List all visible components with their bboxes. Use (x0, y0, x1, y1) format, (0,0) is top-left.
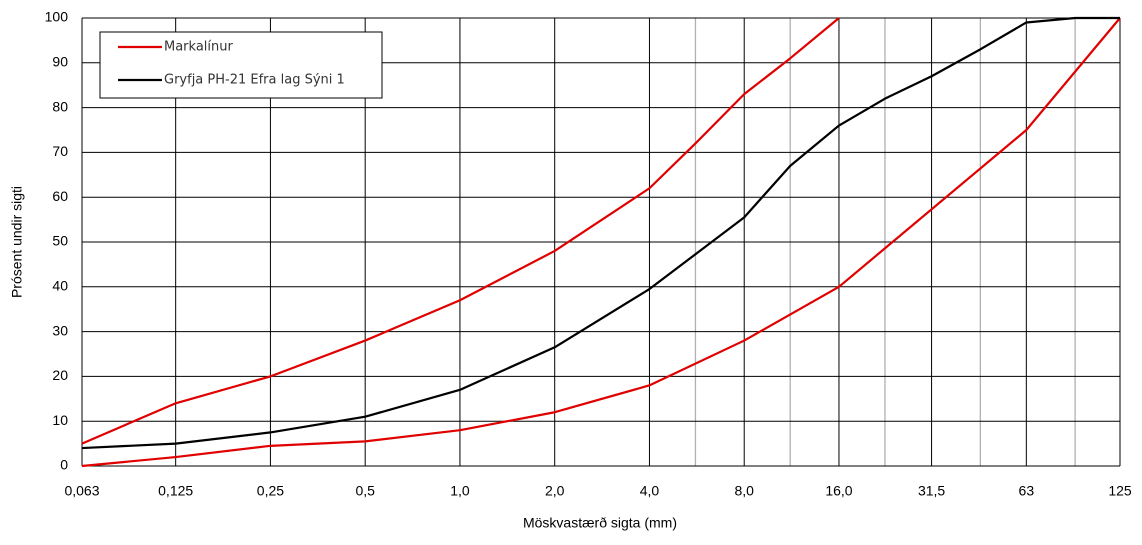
x-tick-label: 63 (1019, 483, 1035, 499)
series-line (81, 17, 1121, 468)
x-tick-label: 4,0 (640, 483, 660, 499)
y-tick-label: 40 (52, 278, 68, 294)
y-tick-label: 20 (52, 367, 68, 383)
x-tick-label: 125 (1108, 483, 1132, 499)
series-line (81, 16, 1120, 450)
y-tick-label: 100 (45, 9, 69, 25)
legend-label: Gryfja PH-21 Efra lag Sýni 1 (164, 73, 345, 88)
legend-box (99, 31, 383, 99)
x-tick-label: 0,5 (355, 483, 375, 499)
y-tick-label: 30 (52, 322, 68, 338)
x-tick-label: 0,063 (64, 483, 99, 499)
x-tick-label: 0,125 (158, 483, 193, 499)
x-tick-label: 16,0 (825, 483, 852, 499)
x-axis-label: Möskvastærð sigta (mm) (523, 515, 677, 531)
y-tick-label: 60 (52, 188, 68, 204)
y-tick-label: 50 (52, 233, 68, 249)
legend: Markalínur Gryfja PH-21 Efra lag Sýni 1 (99, 31, 383, 99)
y-tick-label: 90 (52, 54, 68, 70)
x-tick-label: 2,0 (545, 483, 565, 499)
y-axis-label: Prósent undir sigti (9, 186, 25, 298)
y-tick-label: 80 (52, 98, 68, 114)
y-tick-label: 0 (60, 457, 68, 473)
x-tick-label: 0,25 (257, 483, 284, 499)
legend-label: Markalínur (164, 40, 233, 55)
y-tick-label: 10 (52, 412, 68, 428)
x-tick-label: 1,0 (450, 483, 470, 499)
x-tick-label: 8,0 (734, 483, 754, 499)
y-tick-label: 70 (52, 143, 68, 159)
x-tick-label: 31,5 (918, 483, 945, 499)
